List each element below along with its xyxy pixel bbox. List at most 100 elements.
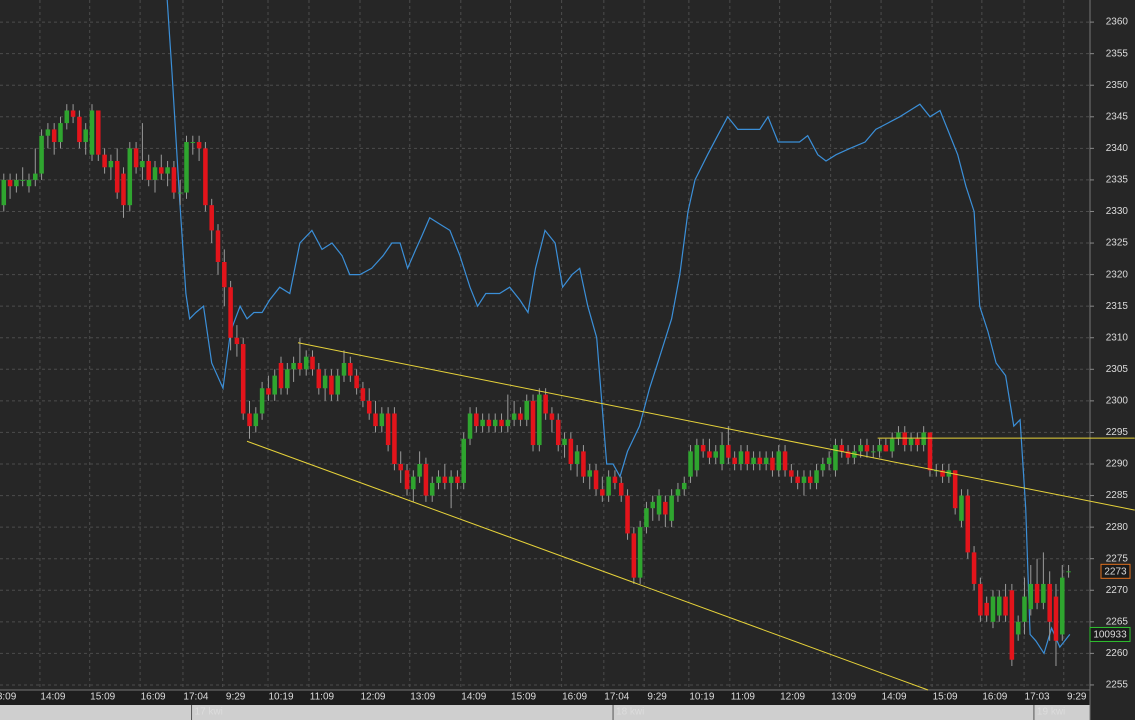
candle-body xyxy=(656,495,662,515)
candle-body xyxy=(921,432,926,446)
x-tick-label: 9:29 xyxy=(647,692,667,703)
x-tick-label: 13:09 xyxy=(831,692,856,703)
candle-body xyxy=(291,362,296,370)
candle-body xyxy=(429,482,435,496)
candle-body xyxy=(883,445,889,452)
candle-body xyxy=(1041,583,1046,603)
candle-body xyxy=(618,482,624,496)
candle-body xyxy=(915,438,920,446)
candle-body xyxy=(1066,571,1071,573)
candle-body xyxy=(102,154,107,168)
candle-body xyxy=(940,470,945,477)
candle-body xyxy=(845,451,851,458)
candle-body xyxy=(392,413,397,464)
indicator-value-label: 100933 xyxy=(1093,630,1127,641)
time-axis-strip xyxy=(0,690,1090,705)
candle-body xyxy=(253,413,259,427)
y-tick-label: 2325 xyxy=(1106,238,1129,249)
candle-body xyxy=(228,287,233,338)
candle-body xyxy=(272,375,277,395)
candle-body xyxy=(354,375,359,389)
candle-body xyxy=(877,445,882,452)
candle-body xyxy=(492,419,498,427)
candle-body xyxy=(278,362,284,389)
x-tick-label: 14:09 xyxy=(40,692,65,703)
y-tick-label: 2360 xyxy=(1106,17,1129,28)
candle-body xyxy=(959,495,964,521)
candle-body xyxy=(795,476,800,483)
candle-body xyxy=(398,463,403,471)
x-tick-label: 17:03 xyxy=(1025,692,1050,703)
candle-body xyxy=(190,142,196,144)
x-tick-label: 12:09 xyxy=(360,692,385,703)
candle-body xyxy=(732,457,737,464)
candle-body xyxy=(1047,583,1052,622)
candle-body xyxy=(83,129,88,143)
candle-body xyxy=(96,110,101,155)
x-tick-label: 16:09 xyxy=(141,692,166,703)
candle-body xyxy=(763,457,769,464)
candle-body xyxy=(870,451,876,453)
candle-body xyxy=(568,438,574,464)
candle-body xyxy=(518,413,523,420)
candle-body xyxy=(776,451,782,471)
candle-body xyxy=(108,160,114,168)
candle-body xyxy=(587,470,593,477)
y-tick-label: 2335 xyxy=(1106,175,1129,186)
candle-body xyxy=(222,261,227,288)
candle-body xyxy=(1009,590,1015,660)
candle-body xyxy=(927,432,933,471)
candle-body xyxy=(770,457,775,471)
candle-body xyxy=(297,362,303,370)
candle-body xyxy=(675,489,681,496)
candle-body xyxy=(89,110,95,155)
candle-body xyxy=(234,337,240,345)
x-tick-label: 12:09 xyxy=(780,692,805,703)
candle-body xyxy=(889,438,895,452)
candle-body xyxy=(1060,577,1065,635)
candle-body xyxy=(348,362,353,376)
x-tick-label: 9:29 xyxy=(1067,692,1087,703)
candle-body xyxy=(448,476,454,483)
x-tick-label: 11:09 xyxy=(310,692,335,703)
candle-body xyxy=(14,179,19,187)
y-tick-label: 2255 xyxy=(1106,680,1129,691)
candle-body xyxy=(984,602,989,616)
x-tick-label: 14:09 xyxy=(882,692,907,703)
candle-body xyxy=(511,413,517,420)
candle-body xyxy=(663,501,668,515)
candle-body xyxy=(971,552,977,584)
candle-body xyxy=(637,527,643,578)
candle-body xyxy=(121,173,126,206)
candle-body xyxy=(177,192,183,194)
candle-body xyxy=(644,508,649,528)
x-tick-label: 15:09 xyxy=(933,692,958,703)
candle-body xyxy=(726,445,731,458)
candle-body xyxy=(373,413,378,427)
x-tick-label: 16:09 xyxy=(562,692,587,703)
candle-body xyxy=(247,413,252,427)
candle-body xyxy=(694,445,700,471)
candle-body xyxy=(360,388,366,401)
candle-body xyxy=(461,438,466,483)
candle-body xyxy=(719,445,725,464)
y-tick-label: 2355 xyxy=(1106,48,1129,59)
candle-body xyxy=(908,438,914,446)
x-tick-label: 17:04 xyxy=(604,692,629,703)
trendline xyxy=(297,342,1135,511)
candle-body xyxy=(316,369,322,389)
candle-body xyxy=(26,179,32,187)
candle-body xyxy=(1,179,7,206)
y-tick-label: 2330 xyxy=(1106,206,1129,217)
candle-body xyxy=(335,375,340,395)
candle-body xyxy=(436,476,441,483)
candle-body xyxy=(417,463,422,477)
candle-body xyxy=(303,356,309,370)
candle-body xyxy=(738,451,744,464)
candle-body xyxy=(997,596,1002,616)
candle-body xyxy=(152,167,158,180)
trendline xyxy=(246,440,929,691)
candle-body xyxy=(713,451,719,458)
date-label: 19 kwi xyxy=(1037,707,1065,718)
